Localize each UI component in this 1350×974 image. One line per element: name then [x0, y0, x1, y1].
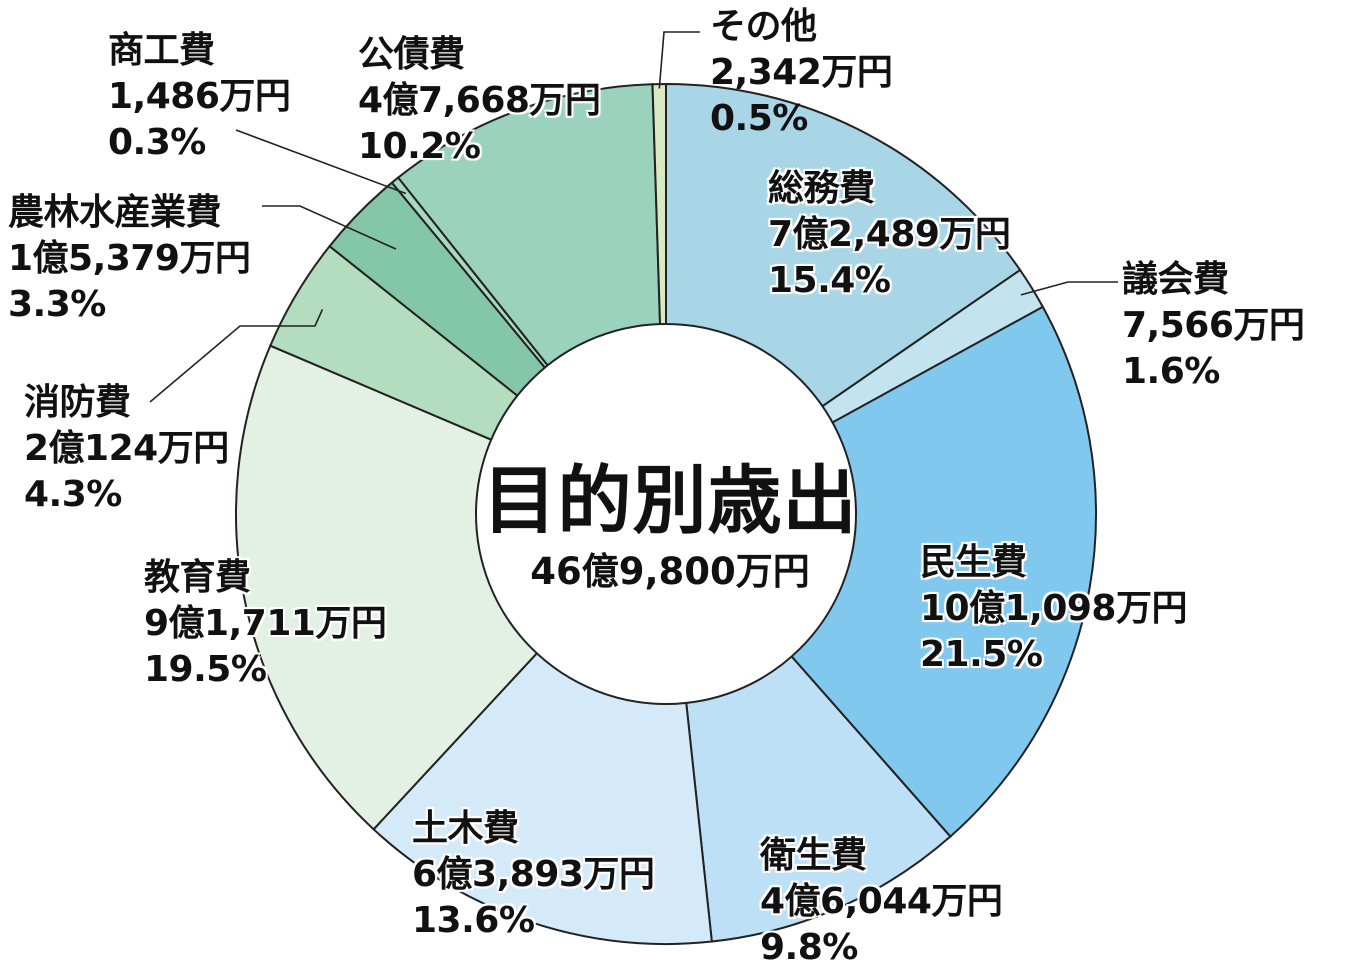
- pie-slice: [235, 344, 668, 831]
- slice-amount: 4億6,044万円: [760, 881, 1003, 922]
- slice-label: 公債費: [358, 34, 465, 75]
- slice-label: 土木費: [412, 808, 519, 849]
- slice-label: 衛生費: [760, 835, 867, 876]
- slice-amount: 1億5,379万円: [8, 238, 251, 279]
- slice-amount: 7,566万円: [1122, 305, 1305, 346]
- label-minsei: 民生費 10億1,098万円 21.5%: [920, 540, 1187, 678]
- chart-title: 目的別歳出: [482, 458, 858, 544]
- slice-label: その他: [710, 6, 817, 47]
- slice-label: 教育費: [144, 557, 251, 598]
- leader-line: [262, 205, 397, 250]
- slice-percent: 13.6%: [412, 900, 535, 941]
- slice-amount: 9億1,711万円: [144, 603, 387, 644]
- slice-label: 商工費: [108, 30, 215, 71]
- leader-line: [235, 129, 407, 195]
- leader-line: [149, 309, 324, 403]
- slice-amount: 4億7,668万円: [358, 80, 601, 121]
- slice-amount: 7億2,489万円: [768, 214, 1011, 255]
- slice-percent: 19.5%: [144, 649, 267, 690]
- slice-amount: 2,342万円: [710, 52, 893, 93]
- slice-percent: 21.5%: [920, 634, 1043, 675]
- slice-label: 農林水産業費: [8, 192, 222, 233]
- slice-percent: 10.2%: [358, 126, 481, 167]
- slice-percent: 9.8%: [760, 927, 858, 968]
- label-somu: 総務費 7億2,489万円 15.4%: [768, 166, 1011, 304]
- slice-percent: 0.5%: [710, 98, 808, 139]
- label-shoko: 商工費 1,486万円 0.3%: [108, 28, 291, 166]
- label-norin: 農林水産業費 1億5,379万円 3.3%: [8, 190, 251, 328]
- leader-line: [658, 31, 700, 89]
- center-hole: [475, 323, 857, 705]
- slice-label: 民生費: [920, 542, 1027, 583]
- slice-label: 総務費: [768, 168, 875, 209]
- slice-percent: 15.4%: [768, 260, 891, 301]
- slice-percent: 0.3%: [108, 122, 206, 163]
- slice-percent: 4.3%: [24, 474, 122, 515]
- leader-line: [1020, 281, 1118, 296]
- slice-label: 議会費: [1122, 259, 1229, 300]
- slice-amount: 2億124万円: [24, 428, 229, 469]
- slice-amount: 10億1,098万円: [920, 588, 1187, 629]
- slice-label: 消防費: [24, 382, 131, 423]
- pie-slice: [664, 305, 1097, 838]
- slice-amount: 1,486万円: [108, 76, 291, 117]
- label-eisei: 衛生費 4億6,044万円 9.8%: [760, 833, 1003, 971]
- label-gikai: 議会費 7,566万円 1.6%: [1122, 257, 1305, 395]
- chart-total: 46億9,800万円: [530, 550, 810, 593]
- slice-percent: 1.6%: [1122, 351, 1220, 392]
- slice-amount: 6億3,893万円: [412, 854, 655, 895]
- label-kosai: 公債費 4億7,668万円 10.2%: [358, 32, 601, 170]
- label-kyoiku: 教育費 9億1,711万円 19.5%: [144, 555, 387, 693]
- label-shobo: 消防費 2億124万円 4.3%: [24, 380, 229, 518]
- label-doboku: 土木費 6億3,893万円 13.6%: [412, 806, 655, 944]
- label-sonota: その他 2,342万円 0.5%: [710, 4, 893, 142]
- slice-percent: 3.3%: [8, 284, 106, 325]
